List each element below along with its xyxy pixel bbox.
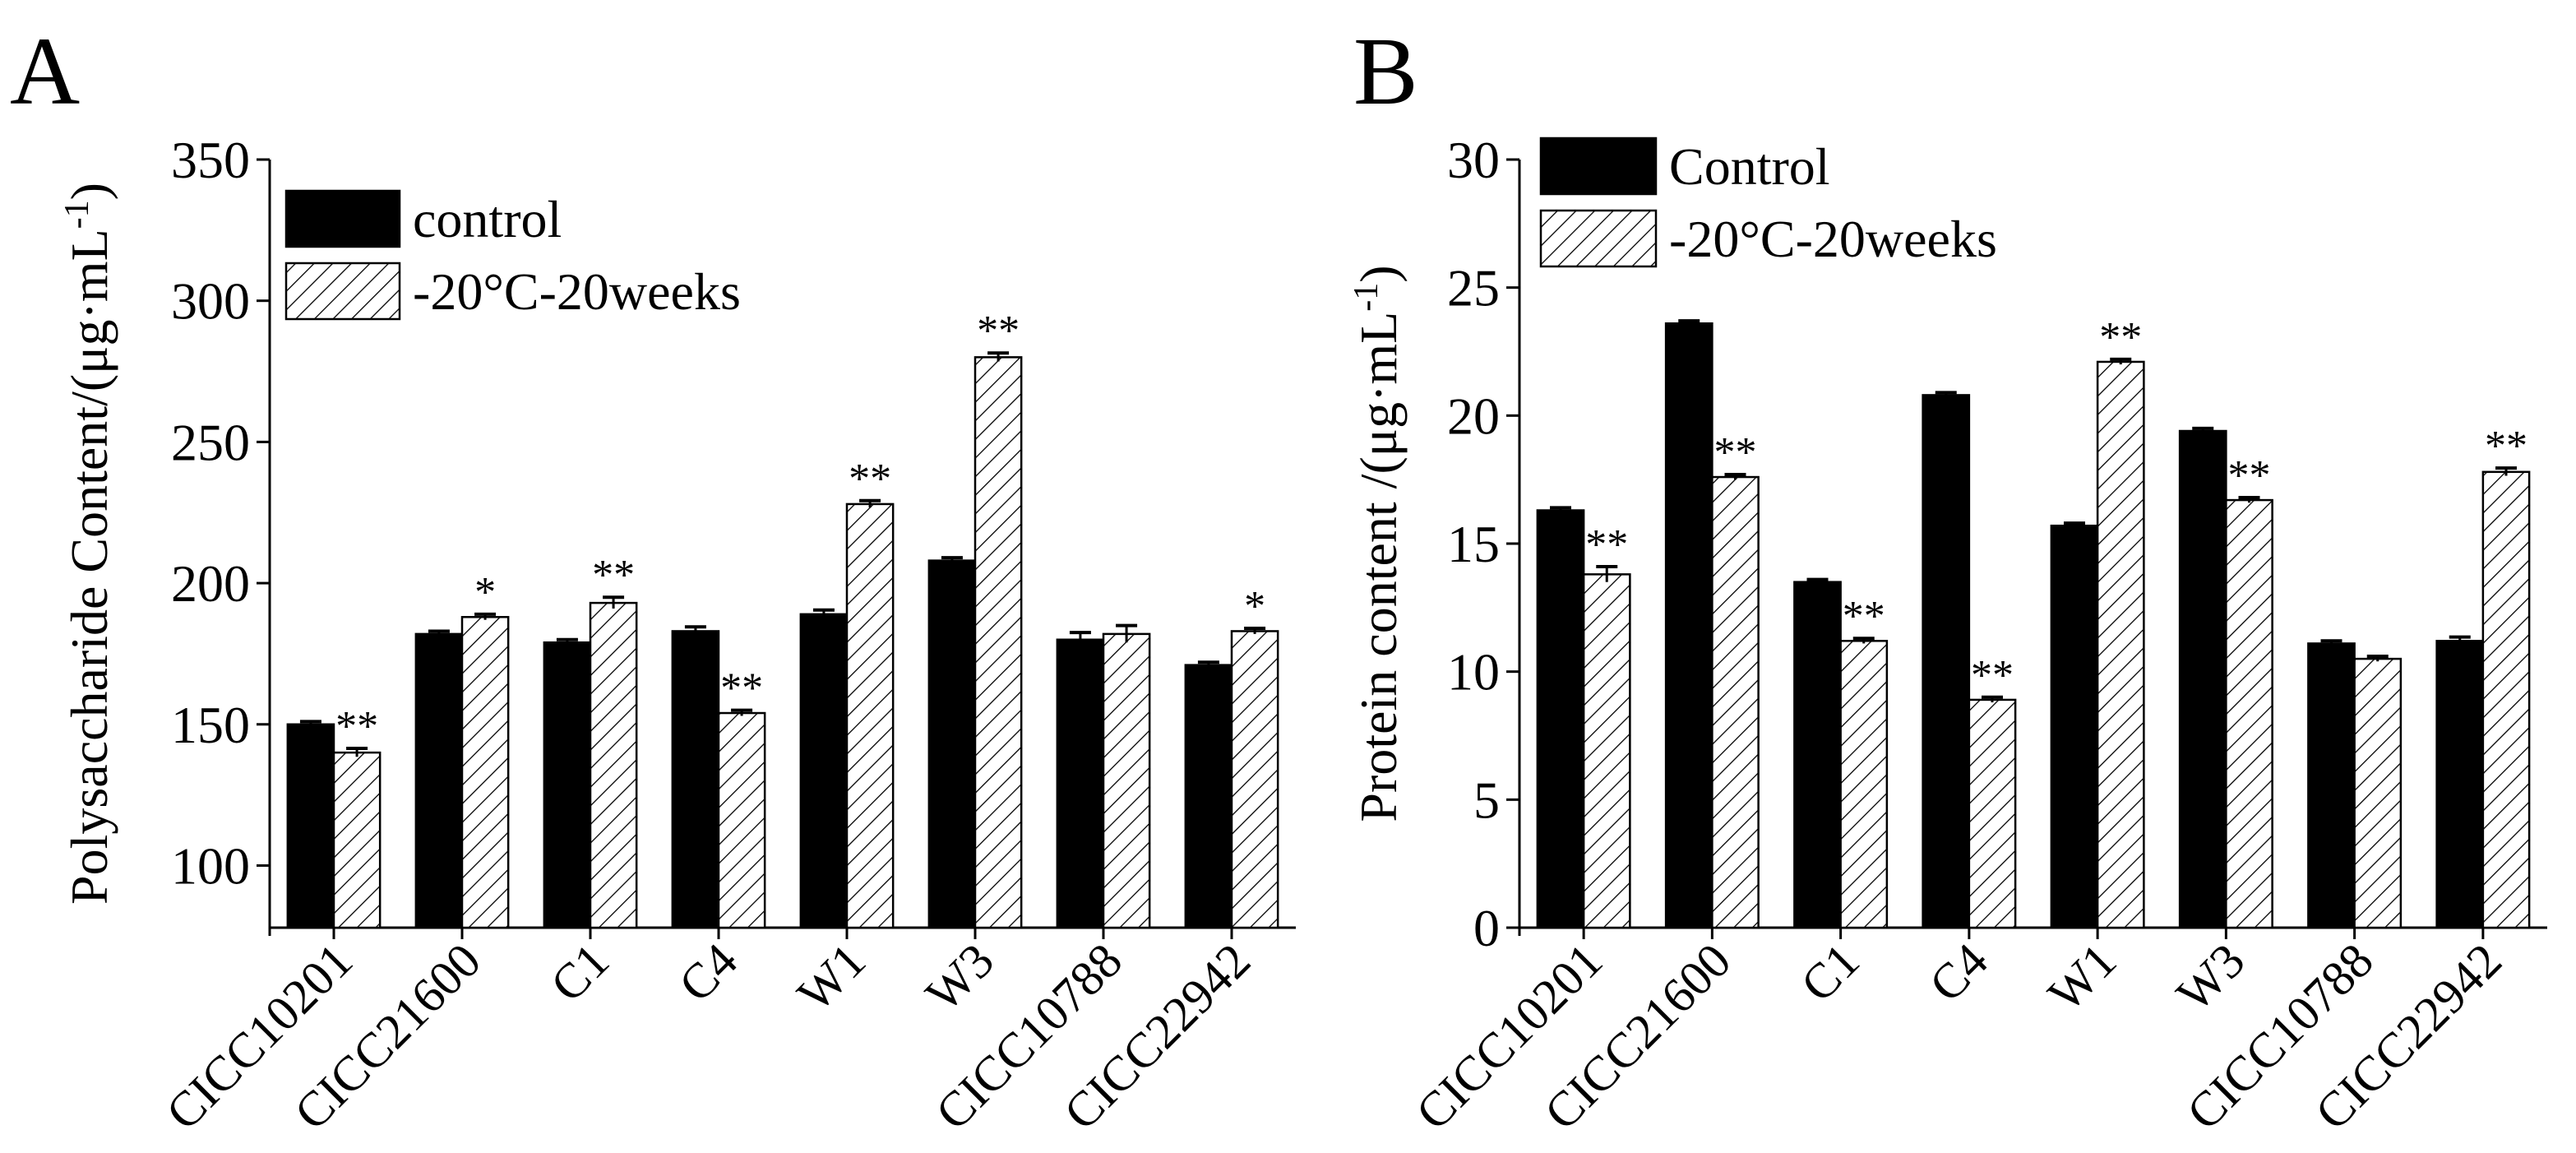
chart-0-y-tick-label: 350 [171, 131, 250, 189]
chart-a: A 100 150 200 250 300 350 Polysaccharide Conten… [10, 17, 1296, 1140]
chart-1-bar-control [2178, 429, 2227, 929]
chart-1-y-tick-label: 10 [1447, 643, 1500, 702]
chart-1-bar-treated [1711, 475, 1760, 929]
chart-0-y-tick-label: 300 [171, 272, 250, 331]
chart-1-legend-swatch [1539, 209, 1658, 268]
chart-1-y-tick-label: 25 [1447, 259, 1500, 317]
chart-0-significance-label: ** [849, 456, 891, 502]
chart-0-bar-control [799, 613, 849, 929]
chart-1-bar-treated [1582, 573, 1631, 929]
chart-1-bar-control [2050, 524, 2099, 929]
chart-1-bar-control [1664, 322, 1713, 929]
chart-0-bar-treated [845, 502, 895, 929]
chart-0-bar-treated [974, 356, 1023, 929]
chart-0-category-label: W3 [915, 933, 1004, 1022]
chart-0-category-label: C1 [540, 933, 619, 1012]
chart-1-category-label: C4 [1919, 933, 1998, 1012]
chart-0-y-axis-title: Polysaccharide Content/(μg·mL-1) [58, 183, 118, 905]
chart-0-bar-control [286, 723, 335, 929]
chart-1-bar-treated [1839, 640, 1889, 929]
chart-0-bar-treated [589, 601, 638, 929]
chart-0-bar-control [414, 632, 464, 929]
chart-1-bar-treated [2096, 360, 2145, 929]
chart-0-bar-control [927, 559, 977, 929]
chart-0-bar-treated [717, 711, 766, 929]
chart-1-significance-label: ** [1714, 429, 1757, 476]
chart-0-y-tick-label: 100 [171, 836, 250, 895]
chart-0-category-label: C4 [668, 933, 747, 1012]
chart-0-bar-treated [1230, 630, 1279, 929]
chart-0-bar-treated [332, 751, 382, 929]
chart-1-y-tick-label: 0 [1473, 899, 1500, 957]
chart-1-bar-control [1536, 509, 1585, 929]
chart-1-significance-label: ** [2228, 452, 2271, 499]
chart-1-category-label: W3 [2167, 933, 2255, 1022]
chart-1-bar-treated [2481, 470, 2531, 929]
chart-b: B 0 5 10 15 20 25 30 Protein content /(μg·mL-1) *… [1348, 17, 2547, 1140]
chart-0-panel-letter: A [10, 17, 80, 125]
chart-0-bar-treated [1102, 632, 1151, 929]
chart-1-category-label: W1 [2037, 933, 2126, 1022]
chart-1-significance-label: ** [1971, 652, 2014, 699]
chart-0-significance-label: * [1244, 583, 1265, 630]
chart-1-legend-label: -20°C-20weeks [1669, 210, 1997, 268]
chart-1-bar-control [2307, 642, 2356, 929]
chart-1-y-tick-label: 20 [1447, 387, 1500, 445]
chart-0-significance-label: * [474, 569, 496, 616]
chart-0-bar-control [543, 641, 592, 929]
chart-1-significance-label: ** [2099, 314, 2142, 361]
chart-1-bar-control [2435, 640, 2485, 929]
chart-0-y-tick-label: 200 [171, 554, 250, 613]
chart-1-category-label: C1 [1791, 933, 1870, 1012]
chart-0-legend-label: control [413, 190, 562, 248]
chart-0-significance-label: ** [720, 665, 763, 712]
chart-0-bar-control [1184, 664, 1233, 929]
chart-1-legend-swatch [1539, 137, 1658, 196]
chart-0-significance-label: ** [335, 703, 378, 750]
chart-1-bar-control [1793, 581, 1842, 929]
chart-1-bar-treated [2225, 498, 2273, 929]
chart-0-y-tick-label: 150 [171, 696, 250, 754]
chart-1-bar-control [1922, 394, 1971, 929]
chart-0-significance-label: ** [977, 308, 1020, 354]
chart-0-bar-control [1056, 638, 1105, 929]
chart-1-y-tick-label: 15 [1447, 515, 1500, 573]
chart-0-category-label: W1 [787, 933, 876, 1022]
chart-1-y-tick-label: 5 [1473, 771, 1500, 829]
chart-0-legend-swatch [284, 262, 401, 321]
chart-0-legend-swatch [284, 189, 401, 248]
chart-1-y-tick-label: 30 [1447, 131, 1500, 189]
chart-1-y-axis-title: Protein content /(μg·mL-1) [1348, 265, 1408, 822]
chart-1-significance-label: ** [1843, 593, 1885, 640]
chart-1-bar-treated [2353, 657, 2403, 929]
chart-1-panel-letter: B [1353, 17, 1418, 125]
chart-0-y-tick-label: 250 [171, 413, 250, 471]
chart-0-significance-label: ** [592, 552, 635, 599]
chart-1-legend-label: Control [1669, 137, 1830, 196]
chart-0-legend-label: -20°C-20weeks [413, 262, 741, 321]
chart-0-bar-treated [460, 616, 510, 929]
chart-1-significance-label: ** [1585, 521, 1628, 568]
chart-1-significance-label: ** [2485, 423, 2527, 470]
chart-1-bar-treated [1968, 698, 2017, 929]
chart-0-bar-control [671, 630, 720, 929]
